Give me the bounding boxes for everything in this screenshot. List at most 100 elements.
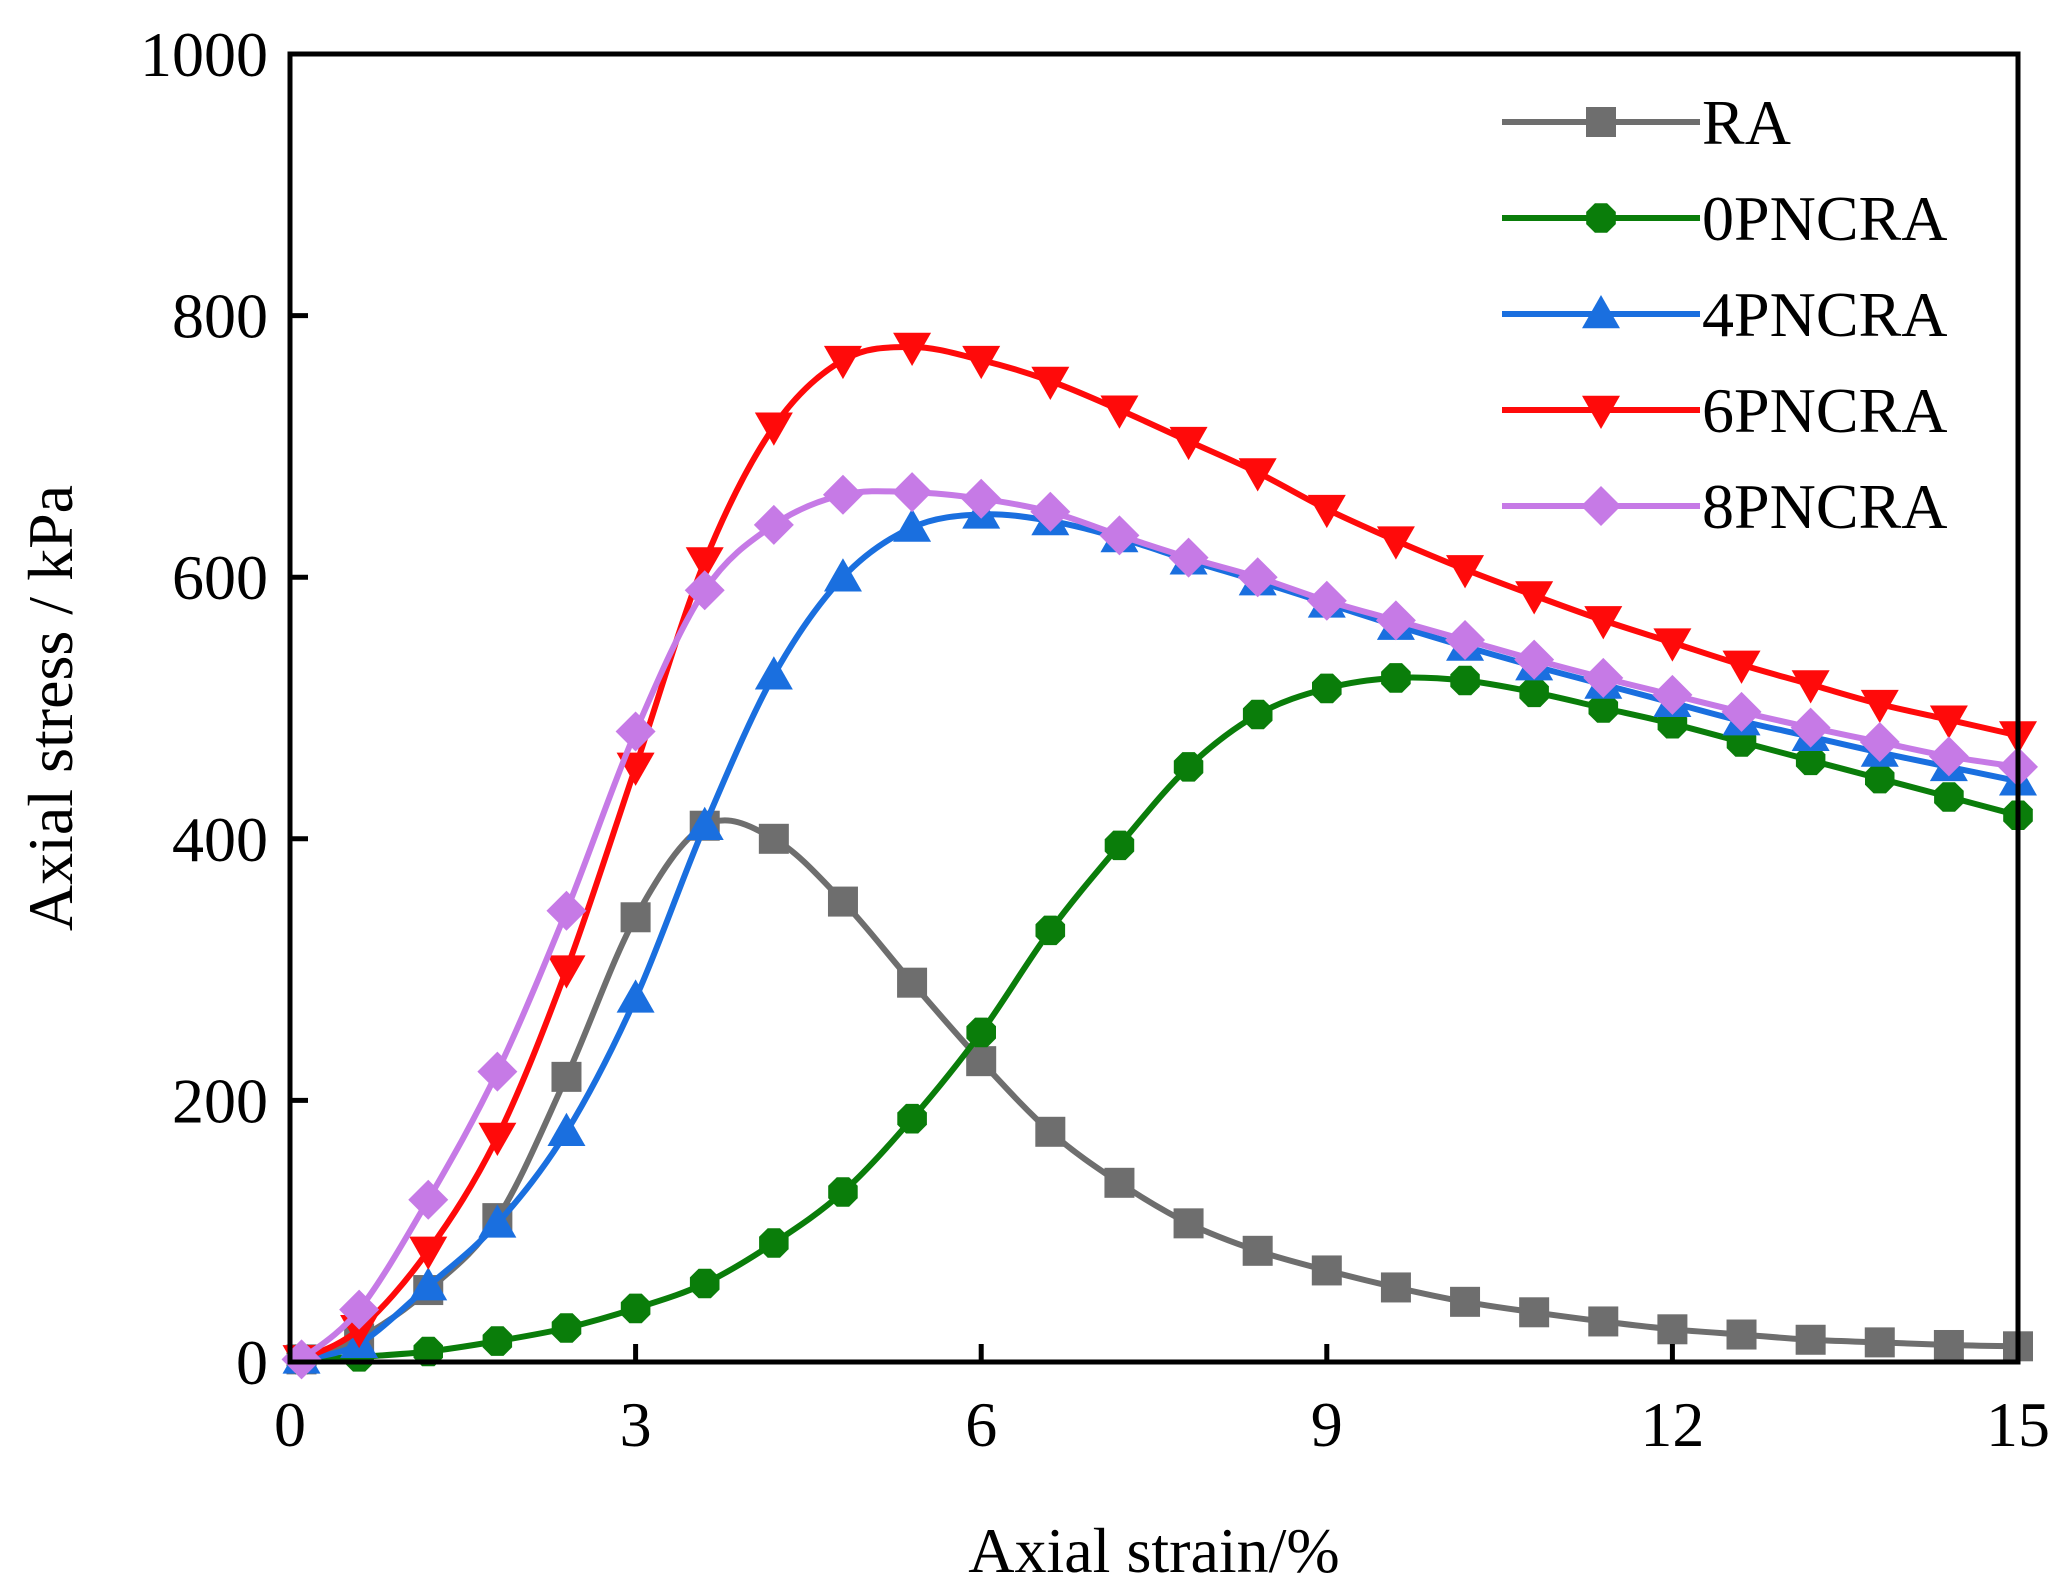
data-point-8PNCRA bbox=[1859, 722, 1900, 763]
data-point-6PNCRA bbox=[1169, 426, 1208, 461]
data-point-4PNCRA bbox=[478, 1204, 517, 1238]
data-point-0PNCRA bbox=[966, 1017, 996, 1048]
data-point-8PNCRA bbox=[753, 504, 794, 545]
data-point-0PNCRA bbox=[1519, 677, 1549, 708]
data-point-6PNCRA bbox=[1584, 606, 1623, 640]
data-point-0PNCRA bbox=[689, 1268, 720, 1299]
data-point-6PNCRA bbox=[962, 345, 1001, 380]
data-point-RA bbox=[897, 967, 928, 998]
y-axis-title: Axial stress / kPa bbox=[15, 485, 86, 931]
legend-item-0PNCRA: 0PNCRA bbox=[1502, 183, 1947, 254]
data-point-6PNCRA bbox=[1653, 628, 1692, 662]
data-point-6PNCRA bbox=[1376, 526, 1415, 560]
y-tick-label: 1000 bbox=[140, 19, 268, 90]
series-line-0PNCRA bbox=[301, 674, 2019, 1363]
data-point-0PNCRA bbox=[1104, 830, 1135, 861]
series-RA bbox=[286, 810, 2033, 1375]
data-point-6PNCRA bbox=[1446, 555, 1485, 589]
data-point-8PNCRA bbox=[822, 474, 863, 515]
legend-item-RA: RA bbox=[1502, 87, 1791, 158]
x-tick-label: 12 bbox=[1640, 1389, 1704, 1460]
data-point-0PNCRA bbox=[1242, 699, 1273, 730]
data-point-0PNCRA bbox=[1381, 663, 1411, 693]
data-point-6PNCRA bbox=[893, 332, 932, 366]
legend-marker bbox=[1582, 295, 1620, 329]
data-point-8PNCRA bbox=[408, 1179, 449, 1220]
data-point-0PNCRA bbox=[759, 1228, 789, 1258]
y-tick-label: 600 bbox=[172, 542, 268, 613]
data-point-6PNCRA bbox=[1791, 670, 1830, 704]
data-point-6PNCRA bbox=[685, 547, 724, 581]
data-point-RA bbox=[966, 1046, 997, 1077]
data-point-6PNCRA bbox=[409, 1236, 448, 1270]
data-point-0PNCRA bbox=[1934, 782, 1964, 812]
data-point-RA bbox=[827, 886, 858, 917]
data-point-0PNCRA bbox=[620, 1293, 651, 1324]
data-point-RA bbox=[1726, 1319, 1757, 1350]
legend-item-6PNCRA: 6PNCRA bbox=[1502, 375, 1947, 446]
data-point-8PNCRA bbox=[477, 1051, 518, 1092]
data-point-0PNCRA bbox=[1865, 763, 1895, 794]
data-point-0PNCRA bbox=[551, 1313, 582, 1343]
data-point-8PNCRA bbox=[684, 570, 725, 611]
data-point-8PNCRA bbox=[1375, 600, 1416, 641]
series-line-8PNCRA bbox=[299, 488, 2019, 1362]
y-tick-label: 0 bbox=[236, 1327, 268, 1398]
series-0PNCRA bbox=[286, 663, 2033, 1375]
legend-marker bbox=[1586, 203, 1616, 233]
data-point-RA bbox=[1795, 1324, 1826, 1355]
data-point-8PNCRA bbox=[339, 1289, 380, 1330]
data-point-RA bbox=[1311, 1255, 1342, 1286]
data-point-0PNCRA bbox=[1588, 693, 1619, 723]
data-point-8PNCRA bbox=[1030, 491, 1071, 532]
x-tick-label: 3 bbox=[620, 1389, 652, 1460]
data-point-RA bbox=[1380, 1272, 1411, 1303]
legend-item-4PNCRA: 4PNCRA bbox=[1502, 279, 1947, 350]
data-point-8PNCRA bbox=[1168, 537, 1209, 578]
plot-frame bbox=[287, 51, 2021, 1365]
data-point-8PNCRA bbox=[1652, 674, 1693, 715]
series-8PNCRA bbox=[281, 472, 2038, 1380]
series-6PNCRA bbox=[282, 332, 2037, 1379]
legend-item-8PNCRA: 8PNCRA bbox=[1502, 471, 1947, 542]
data-point-0PNCRA bbox=[1312, 673, 1342, 704]
series-line-6PNCRA bbox=[300, 343, 2019, 1363]
series-layer bbox=[281, 332, 2038, 1380]
data-point-4PNCRA bbox=[823, 558, 862, 592]
legend-marker bbox=[1582, 395, 1620, 429]
data-point-0PNCRA bbox=[828, 1177, 858, 1207]
legend-label: RA bbox=[1702, 87, 1791, 158]
data-point-RA bbox=[1035, 1116, 1066, 1147]
y-tick-label: 200 bbox=[172, 1065, 268, 1136]
axis-ticks: 0 3 6 9 12 15 0 200 400 600 800 1000 bbox=[140, 19, 2050, 1460]
data-point-0PNCRA bbox=[1035, 915, 1066, 946]
legend-marker bbox=[1586, 107, 1616, 137]
data-point-0PNCRA bbox=[1450, 665, 1480, 696]
data-point-RA bbox=[1450, 1286, 1481, 1317]
data-point-6PNCRA bbox=[1722, 650, 1761, 684]
data-point-0PNCRA bbox=[413, 1336, 443, 1367]
data-point-6PNCRA bbox=[1100, 395, 1139, 429]
data-point-0PNCRA bbox=[1795, 745, 1826, 776]
data-point-RA bbox=[1242, 1235, 1273, 1266]
data-point-6PNCRA bbox=[1238, 458, 1277, 492]
data-point-8PNCRA bbox=[1514, 639, 1555, 680]
data-point-4PNCRA bbox=[893, 508, 932, 542]
data-point-0PNCRA bbox=[482, 1326, 513, 1356]
data-point-8PNCRA bbox=[546, 890, 587, 931]
x-tick-label: 15 bbox=[1986, 1389, 2050, 1460]
data-point-8PNCRA bbox=[1721, 691, 1762, 732]
data-point-8PNCRA bbox=[961, 478, 1002, 519]
data-point-8PNCRA bbox=[615, 711, 656, 752]
legend: RA 0PNCRA 4PNCRA 6PNCRA 8PNCRA bbox=[1502, 87, 1947, 542]
data-point-6PNCRA bbox=[1031, 366, 1070, 400]
data-point-8PNCRA bbox=[1099, 515, 1140, 556]
data-point-RA bbox=[551, 1061, 582, 1092]
data-point-6PNCRA bbox=[547, 955, 586, 989]
data-point-6PNCRA bbox=[1860, 689, 1899, 724]
data-point-8PNCRA bbox=[1237, 557, 1278, 598]
data-point-6PNCRA bbox=[1515, 581, 1554, 615]
data-point-8PNCRA bbox=[1306, 580, 1347, 621]
data-point-8PNCRA bbox=[1928, 736, 1969, 777]
